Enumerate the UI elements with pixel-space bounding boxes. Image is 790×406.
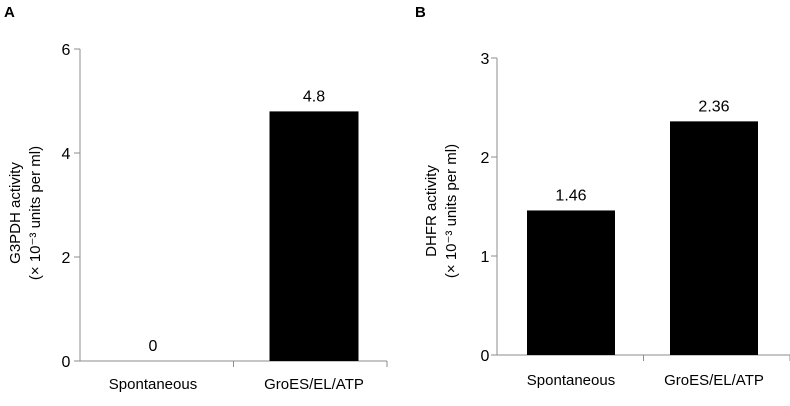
value-label-b-0: 1.46 bbox=[555, 187, 586, 204]
panel-label-b: B bbox=[415, 4, 426, 21]
value-label-b-1: 2.36 bbox=[698, 98, 729, 115]
bar-a-1 bbox=[269, 111, 359, 362]
panel-label-a: A bbox=[4, 4, 15, 21]
category-label-b-1: GroES/EL/ATP bbox=[664, 372, 764, 389]
bar-b-0 bbox=[527, 210, 615, 355]
bar-b-1 bbox=[670, 121, 758, 355]
category-label-b-0: Spontaneous bbox=[527, 372, 615, 389]
value-label-a-1: 4.8 bbox=[303, 88, 325, 105]
chart-marks-a: 0 2 4 6 0 Spontaneous 4.8 GroES/EL/ATP bbox=[62, 42, 388, 393]
chart-marks-b: 0 1 2 3 1.46 Spontaneous 2.36 GroES/EL/ATP bbox=[481, 51, 790, 389]
category-label-a-0: Spontaneous bbox=[109, 376, 197, 393]
y-tick-label-a: 0 bbox=[62, 354, 71, 371]
y-axis-label-b-line2: (× 10⁻³ units per ml) bbox=[443, 144, 460, 278]
chart-panel-a: A G3PDH activity (× 10⁻³ units per ml) 0… bbox=[4, 4, 388, 393]
y-tick-label-b: 2 bbox=[481, 150, 490, 167]
category-label-a-1: GroES/EL/ATP bbox=[264, 376, 364, 393]
y-tick-label-b: 1 bbox=[481, 249, 490, 266]
value-label-a-0: 0 bbox=[149, 338, 158, 355]
chart-panel-b: B DHFR activity (× 10⁻³ units per ml) 0 1… bbox=[415, 4, 790, 389]
y-axis-label-a-line2: (× 10⁻³ units per ml) bbox=[27, 146, 44, 280]
y-axis-label-a-line1: G3PDH activity bbox=[7, 162, 24, 264]
y-tick-label-b: 0 bbox=[481, 348, 490, 365]
y-tick-label-a: 4 bbox=[62, 146, 71, 163]
y-tick-label-a: 2 bbox=[62, 250, 71, 267]
y-axis-label-b-line1: DHFR activity bbox=[423, 165, 440, 257]
y-tick-label-a: 6 bbox=[62, 42, 71, 59]
y-tick-label-b: 3 bbox=[481, 51, 490, 68]
